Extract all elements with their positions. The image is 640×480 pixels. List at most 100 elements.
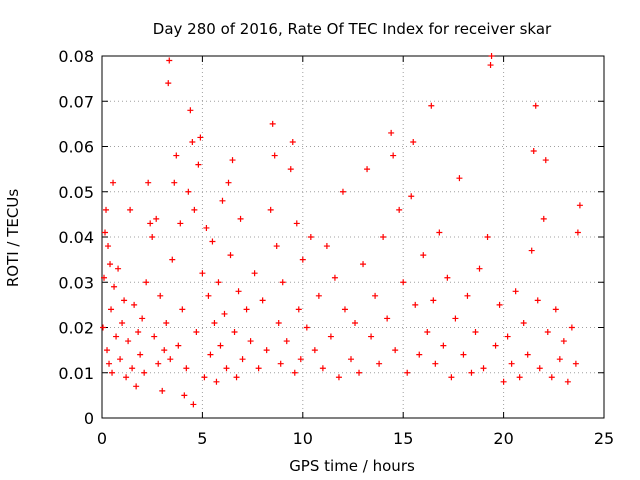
data-point xyxy=(189,138,196,145)
data-point xyxy=(560,338,567,345)
y-tick-label: 0.08 xyxy=(58,47,94,66)
data-point xyxy=(299,256,306,263)
x-tick-label: 0 xyxy=(97,429,107,448)
data-point xyxy=(102,229,109,236)
data-point xyxy=(129,365,136,372)
data-point xyxy=(233,374,240,381)
data-point xyxy=(167,356,174,363)
data-point xyxy=(496,301,503,308)
data-point xyxy=(440,342,447,349)
y-tick-label: 0.05 xyxy=(58,183,94,202)
data-point xyxy=(100,324,107,331)
data-point xyxy=(181,392,188,399)
data-point xyxy=(347,356,354,363)
data-point xyxy=(408,193,415,200)
data-point xyxy=(165,80,172,87)
data-point xyxy=(444,274,451,281)
data-point xyxy=(574,229,581,236)
data-point xyxy=(287,166,294,173)
data-point xyxy=(131,301,138,308)
data-point xyxy=(544,329,551,336)
data-point xyxy=(488,53,495,59)
x-tick-label: 20 xyxy=(493,429,513,448)
data-point xyxy=(424,329,431,336)
data-point xyxy=(532,102,539,109)
x-tick-label: 25 xyxy=(594,429,614,448)
data-point xyxy=(364,166,371,173)
data-point xyxy=(356,369,363,376)
data-point xyxy=(311,347,318,354)
data-point xyxy=(217,342,224,349)
data-point xyxy=(177,220,184,227)
plot-frame xyxy=(101,55,605,419)
y-tick-label: 0.07 xyxy=(58,92,94,111)
data-point xyxy=(492,342,499,349)
data-point xyxy=(110,179,117,186)
data-point xyxy=(107,261,114,268)
data-point xyxy=(420,252,427,259)
data-point xyxy=(227,252,234,259)
data-point xyxy=(372,292,379,299)
data-point xyxy=(115,265,122,272)
data-point xyxy=(331,274,338,281)
data-point xyxy=(291,369,298,376)
data-point xyxy=(269,120,276,127)
data-point xyxy=(163,319,170,326)
data-point xyxy=(293,220,300,227)
data-point xyxy=(225,179,232,186)
data-point xyxy=(384,315,391,322)
data-point xyxy=(335,374,342,381)
data-point xyxy=(101,274,108,281)
data-point xyxy=(339,188,346,195)
data-point xyxy=(540,215,547,222)
x-tick-label: 5 xyxy=(197,429,207,448)
data-point xyxy=(229,157,236,164)
data-point xyxy=(327,333,334,340)
x-axis-label: GPS time / hours xyxy=(289,457,415,475)
data-point xyxy=(576,202,583,209)
data-point xyxy=(203,224,210,231)
data-point xyxy=(255,365,262,372)
data-point xyxy=(487,62,494,69)
data-point xyxy=(412,301,419,308)
data-point xyxy=(151,333,158,340)
data-point xyxy=(239,356,246,363)
data-point xyxy=(283,338,290,345)
data-points xyxy=(100,53,583,408)
data-point xyxy=(273,243,280,250)
data-point xyxy=(108,306,115,313)
data-point xyxy=(352,319,359,326)
data-point xyxy=(289,138,296,145)
data-point xyxy=(127,206,134,213)
data-point xyxy=(141,369,148,376)
data-point xyxy=(179,306,186,313)
data-point xyxy=(215,279,222,286)
data-point xyxy=(376,360,383,367)
data-point xyxy=(452,315,459,322)
data-point xyxy=(211,319,218,326)
data-point xyxy=(456,175,463,182)
data-point xyxy=(117,356,124,363)
data-point xyxy=(315,292,322,299)
data-point xyxy=(500,378,507,385)
data-point xyxy=(388,129,395,136)
data-point xyxy=(390,152,397,159)
data-point xyxy=(295,306,302,313)
data-point xyxy=(143,279,150,286)
data-point xyxy=(480,365,487,372)
data-point xyxy=(223,365,230,372)
data-point xyxy=(404,369,411,376)
data-point xyxy=(323,243,330,250)
data-point xyxy=(139,315,146,322)
data-point xyxy=(484,234,491,240)
data-point xyxy=(368,333,375,340)
data-point xyxy=(476,265,483,272)
data-point xyxy=(416,351,423,358)
data-point xyxy=(263,347,270,354)
data-point xyxy=(448,374,455,381)
data-point xyxy=(105,243,112,250)
y-tick-label: 0.01 xyxy=(58,364,94,383)
data-point xyxy=(159,387,166,394)
data-point xyxy=(536,365,543,372)
data-point xyxy=(568,324,575,331)
